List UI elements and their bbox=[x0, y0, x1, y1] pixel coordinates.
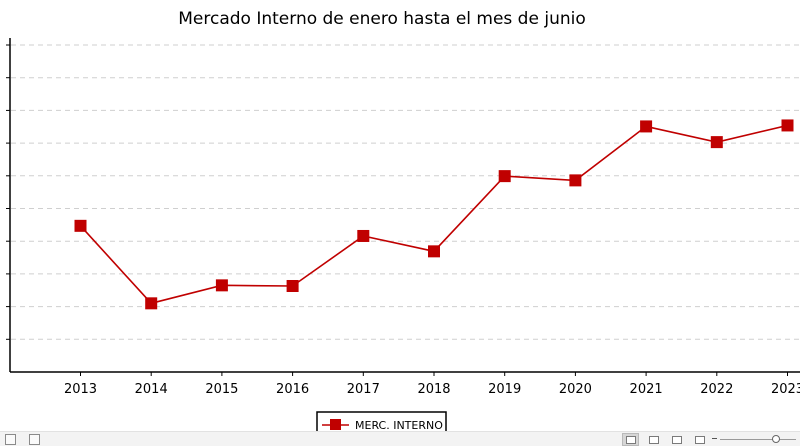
x-tick-label: 2018 bbox=[417, 382, 450, 397]
legend: MERC. INTERNO bbox=[316, 411, 447, 431]
x-tick-label: 2015 bbox=[205, 382, 238, 397]
zoom-out-icon[interactable] bbox=[712, 438, 717, 439]
outline-view-button[interactable] bbox=[645, 433, 662, 446]
x-tick-label: 2021 bbox=[630, 382, 663, 397]
chart-title: Mercado Interno de enero hasta el mes de… bbox=[178, 9, 586, 29]
page-icon[interactable] bbox=[5, 434, 16, 445]
multi-page-view-button[interactable] bbox=[668, 433, 685, 446]
data-point-2023 bbox=[781, 119, 794, 132]
series-group bbox=[74, 119, 794, 310]
x-tick-label: 2022 bbox=[700, 382, 733, 397]
data-point-2022 bbox=[710, 136, 723, 149]
line-chart: Mercado Interno de enero hasta el mes de… bbox=[6, 9, 800, 431]
series-line bbox=[79, 124, 788, 305]
zoom-slider[interactable] bbox=[720, 439, 796, 440]
data-point-2013 bbox=[74, 219, 87, 232]
data-point-2014 bbox=[145, 297, 158, 310]
data-point-2017 bbox=[357, 229, 370, 242]
axes bbox=[6, 38, 800, 376]
status-bar bbox=[0, 431, 800, 446]
legend-marker bbox=[330, 419, 341, 430]
data-point-2016 bbox=[286, 279, 299, 292]
data-point-2019 bbox=[498, 170, 511, 183]
legend-frame bbox=[316, 411, 447, 431]
data-point-2018 bbox=[428, 245, 440, 258]
data-point-2020 bbox=[569, 174, 582, 187]
x-tick-label: 2013 bbox=[64, 382, 97, 397]
pages-icon[interactable] bbox=[29, 434, 40, 445]
x-tick-label: 2019 bbox=[488, 382, 521, 397]
x-tick-labels: 2013 2014 2015 2016 2017 2018 2019 2020 2021 2022… bbox=[64, 382, 800, 397]
normal-view-button[interactable] bbox=[622, 433, 639, 446]
x-tick-label: 2016 bbox=[276, 382, 309, 397]
zoom-slider-thumb[interactable] bbox=[772, 435, 780, 443]
data-point-2021 bbox=[640, 120, 653, 133]
legend-label: MERC. INTERNO bbox=[355, 419, 443, 431]
book-view-button[interactable] bbox=[691, 433, 708, 446]
x-tick-label: 2014 bbox=[135, 382, 168, 397]
data-point-2015 bbox=[215, 279, 228, 292]
gridlines bbox=[11, 44, 800, 340]
x-tick-label: 2017 bbox=[347, 382, 380, 397]
x-tick-label: 2023 bbox=[771, 382, 800, 397]
x-tick-label: 2020 bbox=[559, 382, 592, 397]
